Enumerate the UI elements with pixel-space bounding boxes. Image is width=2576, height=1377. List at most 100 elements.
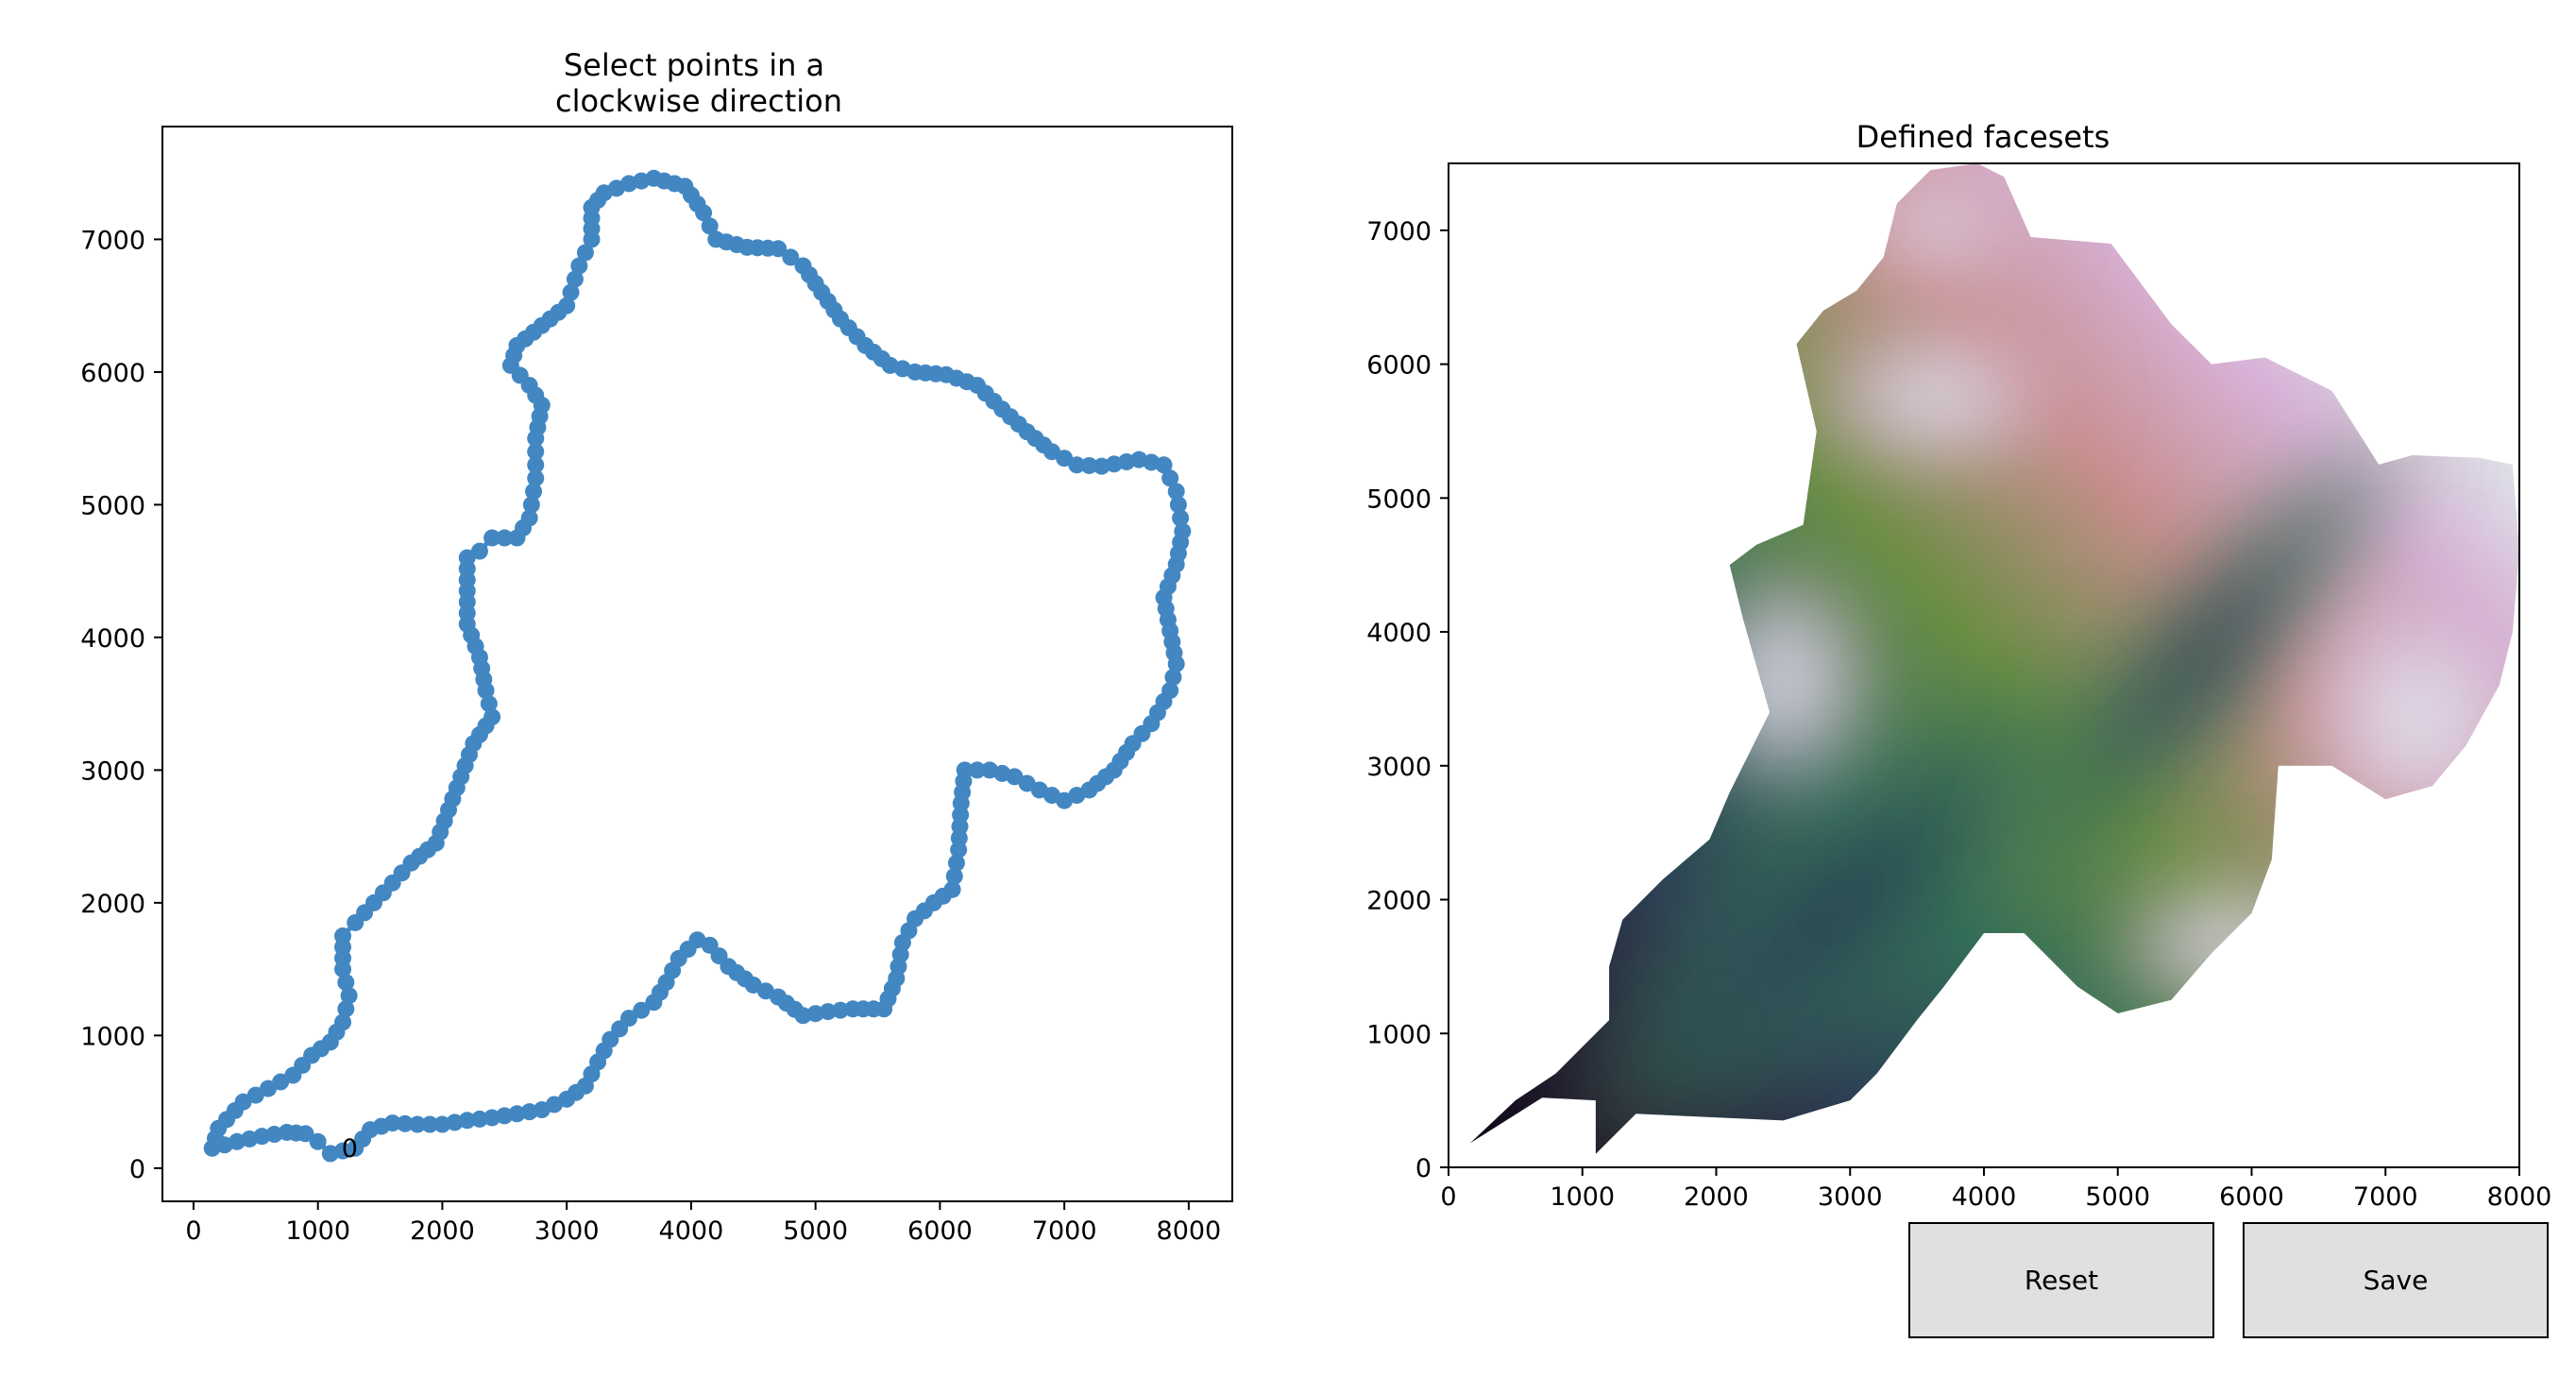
boundary-point[interactable] bbox=[1161, 469, 1179, 487]
boundary-point[interactable] bbox=[337, 974, 355, 992]
boundary-point[interactable] bbox=[1093, 457, 1110, 475]
elevation-heatmap bbox=[1469, 163, 2519, 1154]
boundary-point[interactable] bbox=[1172, 509, 1190, 527]
y-tick-label: 0 bbox=[129, 1155, 145, 1184]
boundary-point[interactable] bbox=[782, 248, 800, 266]
boundary-point[interactable] bbox=[576, 244, 594, 262]
boundary-point[interactable] bbox=[1161, 682, 1179, 700]
y-tick-label: 2000 bbox=[1366, 887, 1432, 916]
save-button[interactable]: Save bbox=[2243, 1222, 2549, 1338]
boundary-point[interactable] bbox=[297, 1125, 314, 1143]
boundary-point[interactable] bbox=[794, 257, 812, 275]
x-tick-label: 7000 bbox=[1032, 1216, 1097, 1246]
x-tick-label: 4000 bbox=[659, 1216, 724, 1246]
y-tick-label: 2000 bbox=[80, 890, 145, 919]
boundary-point[interactable] bbox=[633, 1001, 651, 1019]
boundary-point[interactable] bbox=[347, 913, 364, 931]
boundary-point[interactable] bbox=[956, 761, 974, 779]
boundary-point[interactable] bbox=[396, 1114, 414, 1132]
y-tick-label: 5000 bbox=[1366, 484, 1432, 514]
y-tick-label: 6000 bbox=[1366, 351, 1432, 381]
left-title-line2: clockwise direction bbox=[555, 83, 842, 119]
y-tick-label: 7000 bbox=[1366, 217, 1432, 246]
boundary-point[interactable] bbox=[947, 854, 965, 872]
boundary-point[interactable] bbox=[566, 270, 584, 288]
boundary-point[interactable] bbox=[522, 496, 540, 514]
y-tick-label: 3000 bbox=[1366, 753, 1432, 782]
boundary-point[interactable] bbox=[527, 430, 545, 448]
boundary-point[interactable] bbox=[470, 1110, 488, 1128]
boundary-point[interactable] bbox=[1056, 450, 1074, 468]
right-axis-ticks: 0 1000 2000 3000 4000 5000 6000 7000 8000 0 1000 20… bbox=[1366, 217, 2551, 1212]
x-tick-label: 5000 bbox=[783, 1216, 848, 1246]
boundary-point[interactable] bbox=[1174, 522, 1192, 540]
boundary-point[interactable] bbox=[1006, 768, 1024, 786]
left-axes-frame bbox=[161, 126, 1233, 1202]
boundary-point[interactable] bbox=[483, 529, 501, 547]
boundary-point[interactable] bbox=[480, 695, 498, 713]
x-tick-label: 6000 bbox=[907, 1216, 973, 1246]
y-tick-label: 6000 bbox=[80, 359, 145, 388]
y-tick-label: 1000 bbox=[1366, 1020, 1432, 1049]
boundary-point[interactable] bbox=[527, 469, 545, 487]
y-tick-label: 0 bbox=[1415, 1154, 1432, 1183]
boundary-point[interactable] bbox=[1080, 456, 1098, 474]
x-tick-label: 5000 bbox=[2085, 1182, 2150, 1212]
boundary-point[interactable] bbox=[337, 1000, 355, 1018]
x-tick-label: 6000 bbox=[2219, 1182, 2284, 1212]
boundary-point[interactable] bbox=[409, 1115, 427, 1133]
boundary-point[interactable] bbox=[334, 960, 352, 978]
x-tick-label: 0 bbox=[1440, 1182, 1456, 1212]
boundary-point[interactable] bbox=[340, 987, 358, 1005]
boundary-point[interactable] bbox=[383, 1114, 401, 1132]
boundary-point[interactable] bbox=[968, 761, 986, 779]
boundary-point[interactable] bbox=[570, 257, 588, 275]
boundary-point[interactable] bbox=[246, 1086, 264, 1104]
x-tick-label: 2000 bbox=[410, 1216, 475, 1246]
boundary-point[interactable] bbox=[620, 1010, 638, 1028]
y-tick-label: 3000 bbox=[80, 756, 145, 786]
boundary-point[interactable] bbox=[707, 230, 725, 248]
x-tick-label: 3000 bbox=[534, 1216, 600, 1246]
boundary-point[interactable] bbox=[832, 1001, 850, 1019]
boundary-point[interactable] bbox=[583, 230, 601, 248]
boundary-point[interactable] bbox=[470, 542, 488, 560]
x-tick-label: 0 bbox=[185, 1216, 201, 1246]
y-tick-label: 5000 bbox=[80, 491, 145, 520]
boundary-point[interactable] bbox=[1167, 483, 1185, 501]
boundary-point[interactable] bbox=[321, 1145, 339, 1163]
x-tick-label: 8000 bbox=[1157, 1216, 1222, 1246]
boundary-point[interactable] bbox=[272, 1073, 290, 1091]
boundary-point[interactable] bbox=[477, 682, 495, 700]
right-title: Defined facesets bbox=[1856, 119, 2110, 155]
boundary-point[interactable] bbox=[525, 483, 543, 501]
boundary-point[interactable] bbox=[259, 1080, 277, 1097]
left-title-line1: Select points in a bbox=[564, 47, 824, 83]
boundary-point[interactable] bbox=[701, 217, 719, 235]
boundary-point[interactable] bbox=[1068, 456, 1086, 474]
boundary-point[interactable] bbox=[496, 529, 514, 547]
boundary-point[interactable] bbox=[309, 1132, 327, 1150]
boundary-point[interactable] bbox=[943, 880, 961, 898]
boundary-point[interactable] bbox=[1169, 496, 1187, 514]
scatter-plot-area[interactable]: 0 bbox=[203, 169, 1192, 1164]
x-tick-label: 3000 bbox=[1818, 1182, 1883, 1212]
start-point-label: 0 bbox=[342, 1134, 358, 1164]
boundary-point[interactable] bbox=[1018, 774, 1036, 792]
boundary-point[interactable] bbox=[945, 867, 963, 885]
boundary-point[interactable] bbox=[819, 1003, 837, 1021]
left-axis-ticks: 0 1000 2000 3000 4000 5000 6000 7000 8000 0 1000 20… bbox=[80, 226, 1221, 1246]
boundary-point[interactable] bbox=[284, 1066, 302, 1084]
boundary-point[interactable] bbox=[458, 1112, 476, 1130]
y-tick-label: 1000 bbox=[80, 1022, 145, 1051]
boundary-point[interactable] bbox=[508, 529, 526, 547]
x-tick-label: 1000 bbox=[285, 1216, 350, 1246]
boundary-point[interactable] bbox=[421, 1115, 439, 1133]
boundary-point[interactable] bbox=[527, 443, 545, 461]
y-tick-label: 4000 bbox=[1366, 619, 1432, 648]
reset-button[interactable]: Reset bbox=[1908, 1222, 2214, 1338]
boundary-point[interactable] bbox=[1164, 669, 1182, 687]
boundary-point[interactable] bbox=[527, 456, 545, 474]
boundary-line bbox=[208, 176, 1185, 1156]
boundary-point[interactable] bbox=[562, 283, 580, 301]
